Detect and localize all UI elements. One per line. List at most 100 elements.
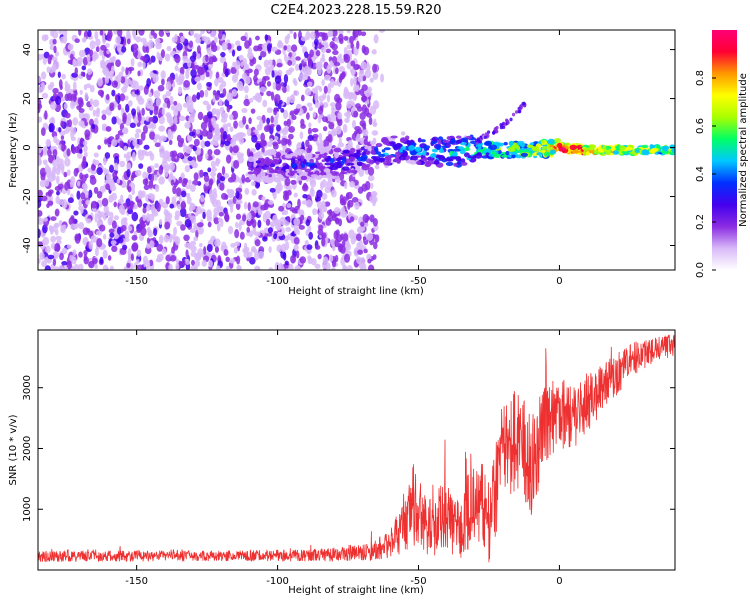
- heatmap-cell: [140, 223, 147, 228]
- heatmap-cell: [441, 145, 448, 149]
- heatmap-cell: [168, 263, 173, 270]
- y-tick-label: 40: [22, 43, 33, 56]
- heatmap-cell: [543, 151, 550, 157]
- heatmap-cell: [206, 130, 213, 140]
- heatmap-cell: [326, 64, 332, 74]
- heatmap-x-ticks: -150 -100 -50 0: [125, 30, 563, 287]
- heatmap-cell: [111, 138, 118, 147]
- heatmap-cell: [299, 256, 307, 264]
- heatmap-cell: [185, 249, 189, 258]
- heatmap-cell: [136, 258, 140, 265]
- heatmap-cell: [250, 181, 256, 187]
- heatmap-cell: [460, 137, 469, 143]
- heatmap-cell: [182, 177, 189, 184]
- heatmap-cell: [143, 260, 147, 268]
- heatmap-cell: [374, 164, 380, 170]
- heatmap-cell: [585, 151, 590, 156]
- heatmap-cell: [172, 123, 177, 132]
- heatmap-cell: [121, 66, 125, 73]
- heatmap-cell: [518, 109, 522, 114]
- heatmap-cell: [251, 134, 258, 143]
- heatmap-cell: [199, 89, 205, 98]
- heatmap-cell: [275, 170, 284, 174]
- heatmap-cell: [163, 30, 171, 34]
- heatmap-cell: [520, 152, 528, 157]
- heatmap-cell: [277, 231, 284, 237]
- heatmap-cell: [266, 90, 272, 97]
- heatmap-cell: [41, 195, 48, 202]
- heatmap-cell: [308, 122, 312, 128]
- heatmap-cell: [73, 210, 79, 216]
- heatmap-cell: [353, 247, 360, 257]
- heatmap-cell: [273, 107, 278, 116]
- heatmap-cell: [58, 79, 63, 89]
- heatmap-cell: [155, 42, 162, 50]
- heatmap-cell: [663, 150, 669, 155]
- heatmap-cell: [137, 61, 143, 68]
- heatmap-cell: [335, 125, 342, 135]
- heatmap-cell: [134, 132, 140, 139]
- heatmap-cell: [361, 152, 366, 156]
- heatmap-cell: [127, 185, 132, 193]
- heatmap-cell: [82, 140, 88, 146]
- heatmap-cell: [329, 254, 334, 263]
- heatmap-cell: [293, 237, 300, 245]
- heatmap-cell: [309, 179, 317, 188]
- heatmap-cell: [38, 189, 43, 198]
- heatmap-cell: [147, 124, 153, 129]
- heatmap-cell: [338, 172, 345, 181]
- heatmap-cell: [148, 213, 155, 222]
- heatmap-cell: [291, 51, 297, 57]
- heatmap-cell: [211, 166, 217, 173]
- heatmap-cell: [131, 43, 139, 50]
- heatmap-cell: [74, 38, 80, 44]
- heatmap-cell: [286, 215, 291, 223]
- x-tick-label: -100: [266, 576, 289, 587]
- heatmap-cell: [122, 244, 128, 251]
- heatmap-cell: [368, 159, 375, 165]
- heatmap-cell: [342, 265, 348, 270]
- heatmap-cell: [318, 42, 322, 48]
- heatmap-cell: [280, 107, 285, 113]
- heatmap-cell: [286, 96, 290, 106]
- heatmap-cell: [116, 226, 122, 235]
- heatmap-cell: [105, 93, 110, 101]
- heatmap-cell: [356, 133, 361, 143]
- heatmap-cell: [266, 232, 273, 237]
- heatmap-cell: [156, 254, 161, 263]
- heatmap-cell: [315, 102, 320, 108]
- heatmap-cell: [146, 166, 152, 174]
- heatmap-cell: [52, 87, 59, 94]
- heatmap-cell: [212, 134, 219, 144]
- heatmap-cell: [350, 169, 358, 174]
- heatmap-cell: [233, 120, 238, 129]
- heatmap-cell: [177, 140, 183, 148]
- heatmap-cell: [204, 89, 209, 98]
- heatmap-cell: [328, 122, 335, 130]
- heatmap-cell: [282, 252, 287, 261]
- heatmap-cell: [329, 158, 335, 164]
- heatmap-cell: [269, 138, 274, 144]
- heatmap-cell: [286, 44, 292, 53]
- heatmap-cell: [346, 162, 355, 166]
- snr-y-axis-title: SNR (10 * v/v): [8, 414, 19, 485]
- heatmap-cell: [531, 146, 540, 152]
- heatmap-cell: [253, 74, 258, 83]
- heatmap-cell: [199, 242, 203, 248]
- heatmap-cell: [354, 84, 360, 93]
- heatmap-cell: [483, 135, 487, 140]
- heatmap-cell: [285, 226, 292, 232]
- heatmap-cell: [358, 263, 366, 269]
- heatmap-cell: [108, 239, 112, 248]
- heatmap-cell: [83, 249, 88, 256]
- heatmap-cell: [345, 192, 350, 201]
- heatmap-cell: [341, 166, 350, 171]
- heatmap-cell: [360, 226, 366, 232]
- heatmap-cell: [158, 234, 164, 245]
- heatmap-cell: [207, 167, 212, 173]
- heatmap-cell: [100, 90, 104, 98]
- heatmap-cell: [96, 237, 103, 248]
- heatmap-cell: [147, 230, 152, 236]
- heatmap-cell: [351, 197, 359, 203]
- heatmap-cell: [343, 149, 350, 154]
